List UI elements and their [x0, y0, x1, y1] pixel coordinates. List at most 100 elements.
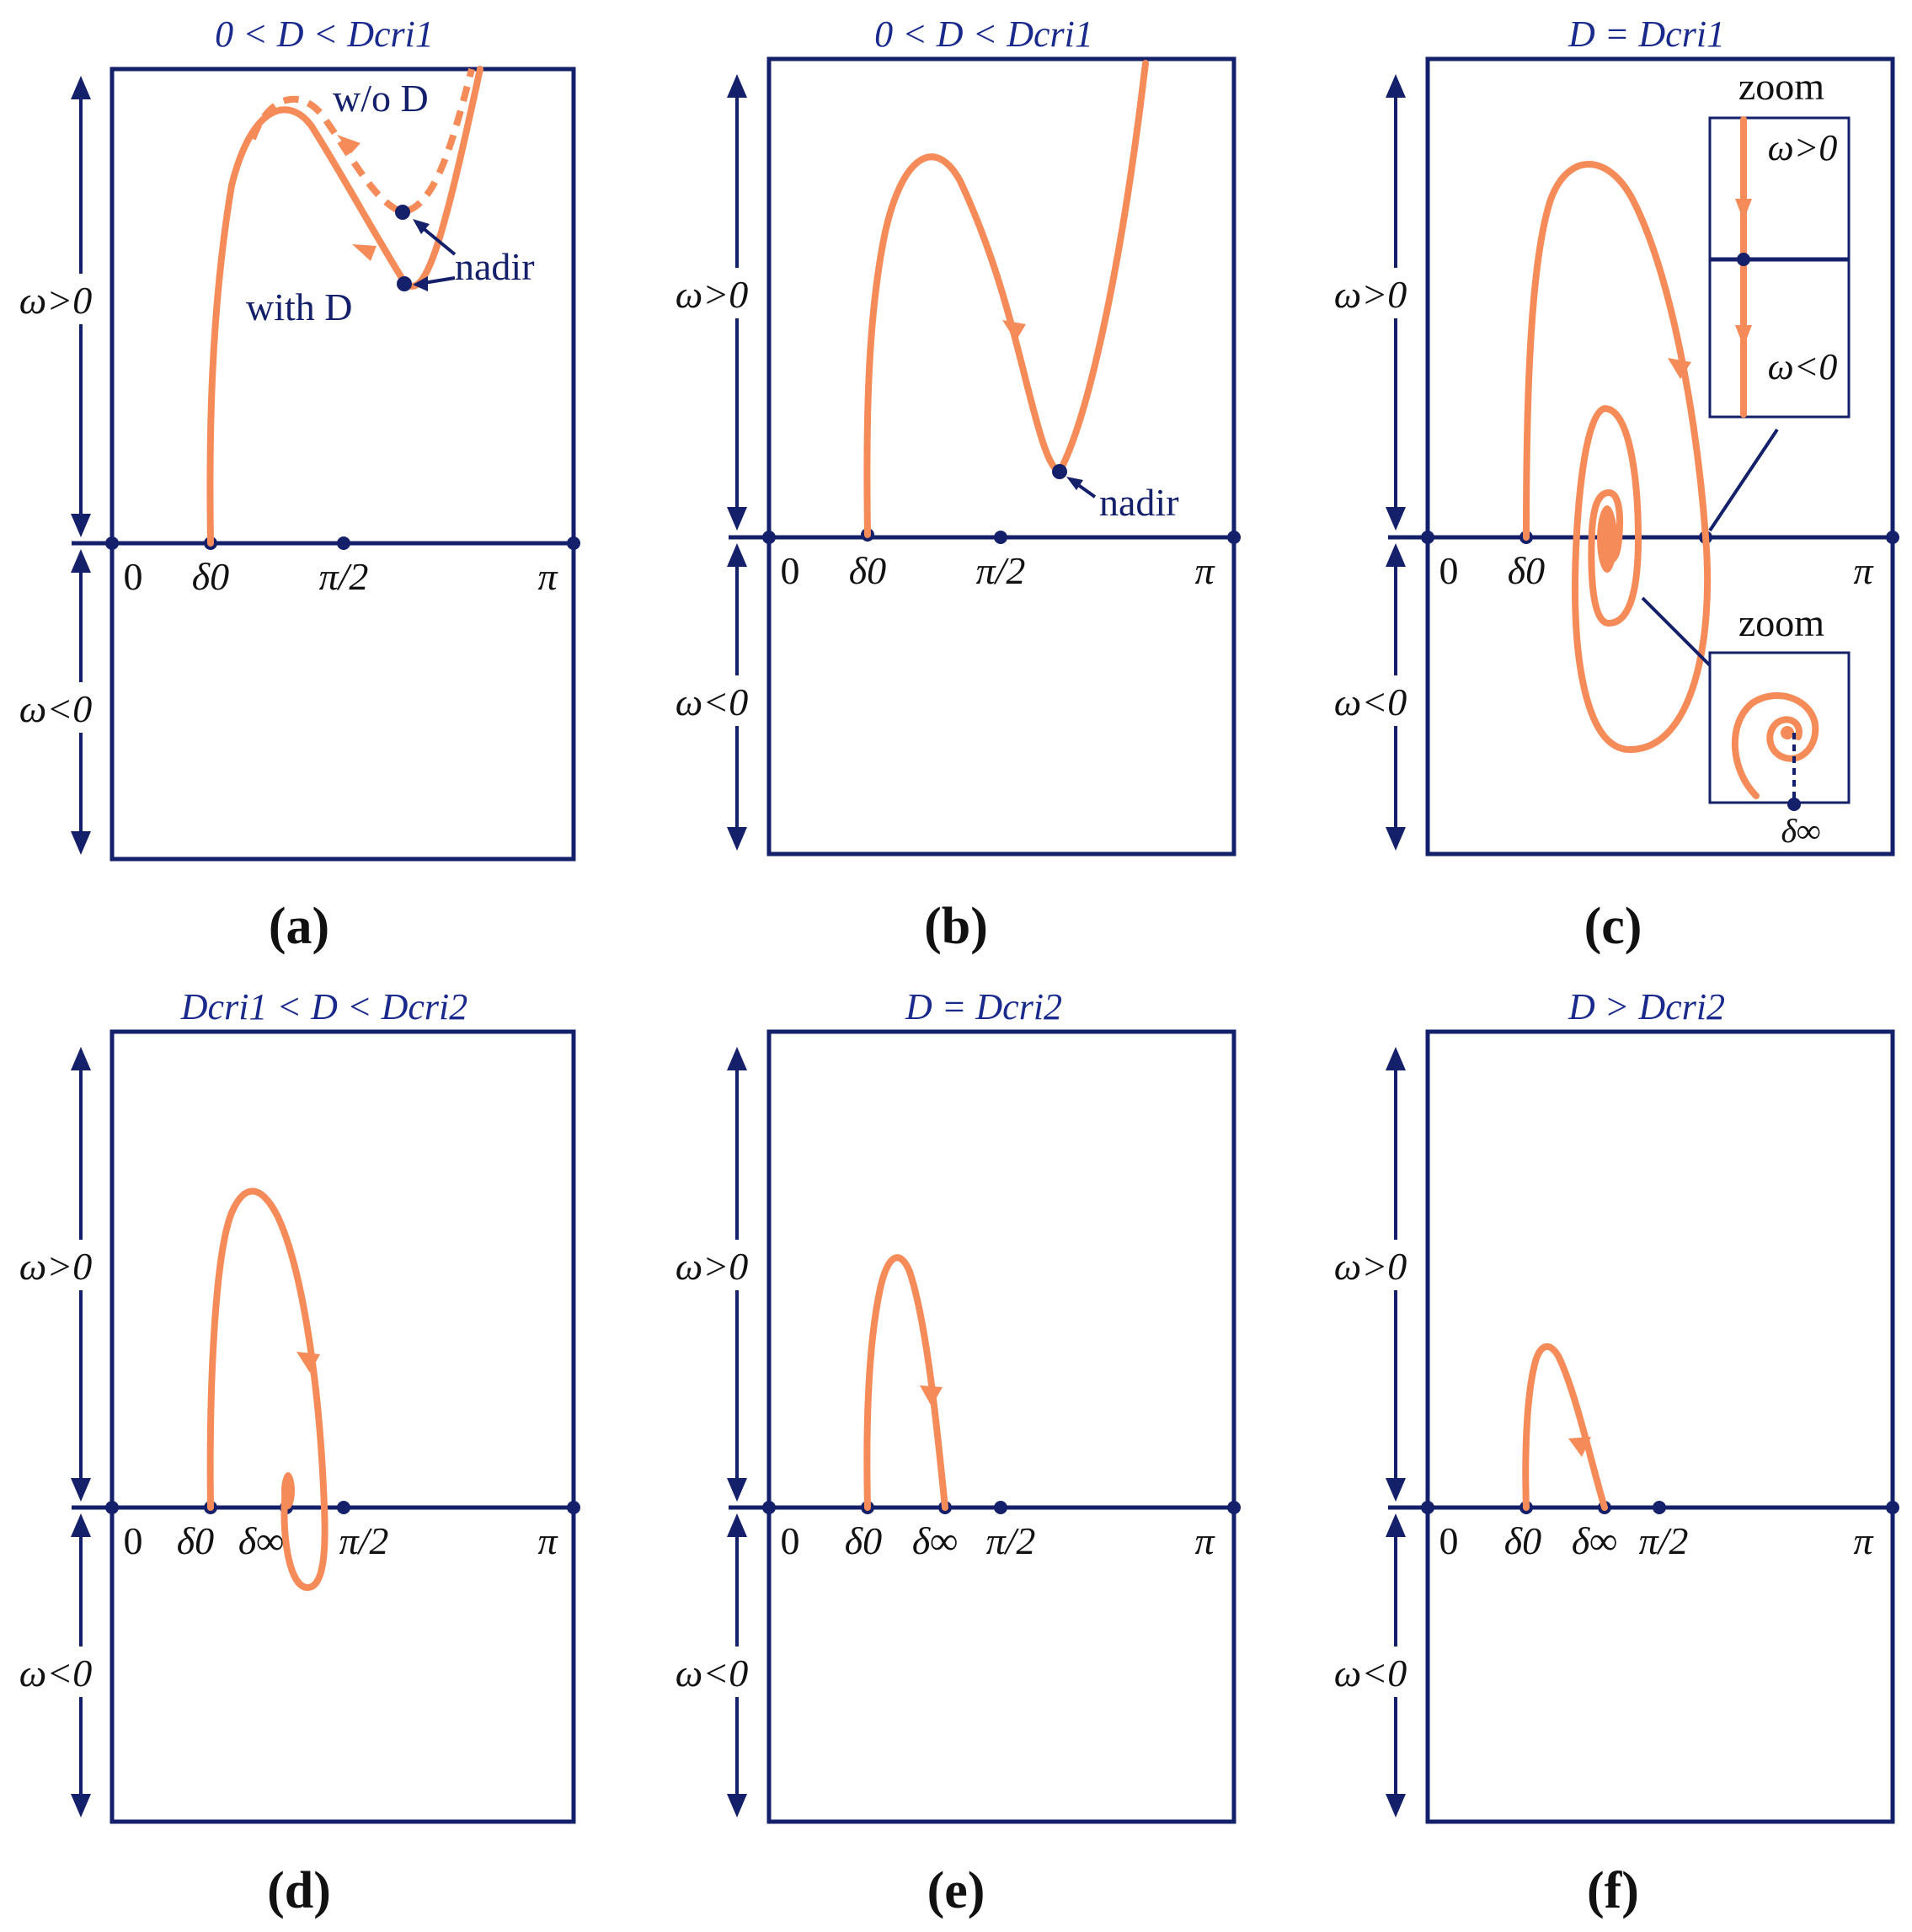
panel-a-tick-delta0: δ0	[192, 555, 229, 598]
panel-e-tick-delta-inf: δ∞	[912, 1519, 958, 1562]
panel-c-zoom-top-dot	[1737, 253, 1750, 266]
panel-e-tick-delta0: δ0	[845, 1519, 882, 1562]
panel-d-tick-pi: π	[537, 1519, 558, 1562]
panel-e-title: D = Dcri2	[905, 986, 1062, 1027]
panel-a-omega-pos-label: ω>0	[19, 279, 93, 322]
panel-e-caption: (e)	[927, 1862, 985, 1919]
panel-b-halfpi-dot	[994, 531, 1007, 544]
panel-e-omega-neg-label: ω<0	[676, 1652, 749, 1695]
panel-a: 0 < D < Dcri1 ω>0 ω<0 0 δ0 π/2 π	[8, 13, 580, 955]
panel-c-pi-dot	[1886, 531, 1899, 544]
panel-a-nadir-without-d	[395, 205, 410, 220]
panel-f-caption: (f)	[1587, 1862, 1639, 1919]
panel-e-tick-0: 0	[781, 1519, 800, 1562]
panel-d-frame	[109, 1029, 576, 1824]
panel-b-tick-delta0: δ0	[849, 549, 886, 592]
panel-d-arrowhead	[296, 1352, 320, 1373]
panel-b-origin-dot	[762, 531, 776, 544]
panel-b-caption: (b)	[924, 898, 988, 955]
panel-d-title: Dcri1 < D < Dcri2	[180, 986, 467, 1027]
panel-b-omega-pos-label: ω>0	[676, 273, 749, 316]
panel-f-tick-pi: π	[1853, 1519, 1874, 1562]
panel-c-omega-neg-label: ω<0	[1334, 680, 1407, 723]
panel-d-tick-halfpi: π/2	[339, 1519, 389, 1562]
panel-b-label-nadir: nadir	[1099, 481, 1179, 524]
panel-c-title: D = Dcri1	[1568, 13, 1725, 55]
panel-e-arrowhead	[920, 1385, 943, 1406]
panel-d: Dcri1 < D < Dcri2 ω>0 ω<0 0 δ0 δ∞ π/2 π …	[8, 986, 580, 1919]
panel-b-title: 0 < D < Dcri1	[874, 13, 1093, 55]
panel-c-zoom-omega-neg: ω<0	[1768, 346, 1838, 387]
panel-d-pi-dot	[567, 1501, 580, 1514]
panel-a-nadir-with-d	[397, 276, 412, 291]
panel-d-spiral-core	[281, 1472, 295, 1509]
panel-d-origin-dot	[105, 1501, 119, 1514]
panel-b-tick-halfpi: π/2	[976, 549, 1026, 592]
panel-d-halfpi-dot	[337, 1501, 350, 1514]
panel-c-zoom-top-label: zoom	[1738, 65, 1824, 108]
panel-f-tick-delta0: δ0	[1504, 1519, 1541, 1562]
panel-a-caption: (a)	[269, 898, 329, 955]
panel-a-label-without-d: w/o D	[333, 77, 429, 120]
panel-a-halfpi-dot	[337, 536, 350, 550]
panel-c-arrowhead	[1668, 358, 1691, 379]
panel-a-frame	[109, 67, 576, 862]
panel-d-omega-neg-label: ω<0	[19, 1652, 93, 1695]
panel-f-omega-pos-label: ω>0	[1334, 1245, 1407, 1288]
panel-f-arrowhead	[1568, 1437, 1591, 1457]
panel-e-pi-dot	[1227, 1501, 1241, 1514]
panel-c-caption: (c)	[1584, 898, 1642, 955]
panel-c-zoom-delta-inf-label: δ∞	[1781, 812, 1820, 850]
panel-a-arrowhead-dashed	[337, 135, 361, 153]
panel-f-frame	[1425, 1029, 1895, 1824]
panel-f-title: D > Dcri2	[1568, 986, 1725, 1027]
panel-a-tick-pi: π	[537, 555, 558, 598]
panel-e-tick-halfpi: π/2	[986, 1519, 1036, 1562]
panel-a-trajectory-without-d	[249, 68, 475, 216]
panel-b-nadir-dot	[1052, 464, 1067, 479]
panel-c-spiral-core	[1597, 505, 1617, 573]
panel-c-tick-delta0: δ0	[1508, 549, 1545, 592]
panel-e-frame	[766, 1029, 1236, 1824]
panel-e-tick-pi: π	[1194, 1519, 1215, 1562]
panel-a-pi-dot	[567, 536, 580, 550]
panel-b-tick-0: 0	[781, 549, 800, 592]
panel-b-trajectory	[863, 60, 1149, 538]
panel-f-tick-delta-inf: δ∞	[1572, 1519, 1617, 1562]
panel-c-zoom-delta-inf-dot	[1787, 798, 1801, 811]
panel-e: D = Dcri2 ω>0 ω<0 0 δ0 δ∞ π/2 π (e)	[665, 986, 1241, 1919]
panel-f-pi-dot	[1886, 1501, 1899, 1514]
panel-c-tick-0: 0	[1439, 549, 1459, 592]
panel-c-omega-pos-label: ω>0	[1334, 273, 1407, 316]
panel-a-arrowhead-solid	[352, 244, 377, 261]
panel-d-omega-pos-label: ω>0	[19, 1245, 93, 1288]
panel-d-tick-0: 0	[124, 1519, 143, 1562]
panel-c-zoom-top-box	[1708, 116, 1851, 419]
panel-c-frame	[1425, 56, 1895, 857]
panel-b-tick-pi: π	[1194, 549, 1215, 592]
panel-e-trajectory	[863, 1254, 948, 1511]
panel-c-zoom-bottom-box	[1708, 651, 1851, 804]
panel-c-zoom-bottom-pointer	[1641, 596, 1712, 667]
panel-a-origin-dot	[105, 536, 119, 550]
panel-e-omega-pos-label: ω>0	[676, 1245, 749, 1288]
panel-c-origin-dot	[1421, 531, 1434, 544]
panel-c-zoom-bottom-label: zoom	[1738, 601, 1824, 644]
panel-a-tick-0: 0	[124, 555, 143, 598]
panel-d-caption: (d)	[267, 1862, 331, 1919]
panel-a-tick-halfpi: π/2	[319, 555, 369, 598]
panel-c-tick-pi: π	[1853, 549, 1874, 592]
panel-c: D = Dcri1 ω>0 ω<0 0 δ0 π zoom	[1324, 13, 1899, 955]
panel-b-frame	[766, 56, 1236, 857]
panel-b: 0 < D < Dcri1 ω>0 ω<0 0 δ0 π/2 π nadir (…	[665, 13, 1241, 955]
panel-c-zoom-bottom-core	[1781, 726, 1794, 739]
panel-f-omega-neg-label: ω<0	[1334, 1652, 1407, 1695]
panel-b-omega-neg-label: ω<0	[676, 680, 749, 723]
panel-d-tick-delta-inf: δ∞	[238, 1519, 284, 1562]
panel-c-zoom-top-pointer	[1708, 428, 1779, 532]
panel-f-tick-0: 0	[1439, 1519, 1459, 1562]
panel-b-pi-dot	[1227, 531, 1241, 544]
panel-f-tick-halfpi: π/2	[1639, 1519, 1689, 1562]
panel-e-origin-dot	[762, 1501, 776, 1514]
